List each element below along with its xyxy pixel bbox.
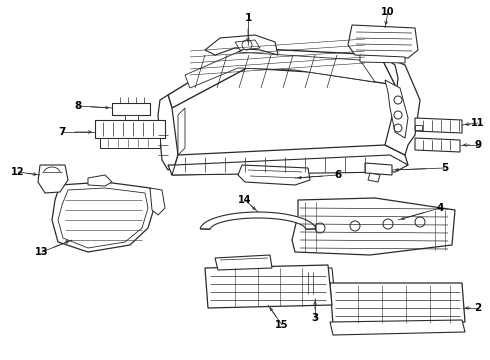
Polygon shape <box>330 283 465 325</box>
Polygon shape <box>235 40 260 50</box>
Text: 9: 9 <box>474 140 482 150</box>
Polygon shape <box>380 55 420 155</box>
Polygon shape <box>385 80 408 138</box>
Polygon shape <box>58 188 148 248</box>
Text: 10: 10 <box>381 7 395 17</box>
Polygon shape <box>185 52 375 88</box>
Polygon shape <box>215 255 272 270</box>
Polygon shape <box>415 138 460 152</box>
Text: 3: 3 <box>311 313 318 323</box>
Text: 4: 4 <box>436 203 443 213</box>
Polygon shape <box>348 25 418 58</box>
Polygon shape <box>303 284 318 294</box>
Polygon shape <box>298 268 335 300</box>
Polygon shape <box>178 108 185 155</box>
Text: 7: 7 <box>58 127 66 137</box>
Polygon shape <box>205 35 278 55</box>
Polygon shape <box>365 163 392 175</box>
Polygon shape <box>100 138 160 148</box>
Polygon shape <box>200 212 316 229</box>
Polygon shape <box>125 115 138 121</box>
Polygon shape <box>205 265 332 308</box>
Polygon shape <box>368 173 380 182</box>
Polygon shape <box>172 155 408 175</box>
Polygon shape <box>38 165 68 193</box>
Text: 13: 13 <box>35 247 49 257</box>
Text: 5: 5 <box>441 163 449 173</box>
Text: 14: 14 <box>238 195 252 205</box>
Polygon shape <box>168 48 395 108</box>
Polygon shape <box>95 120 165 138</box>
Polygon shape <box>158 95 178 170</box>
Text: 2: 2 <box>474 303 482 313</box>
Text: 6: 6 <box>334 170 342 180</box>
Text: 11: 11 <box>471 118 485 128</box>
Polygon shape <box>168 145 408 175</box>
Polygon shape <box>88 175 112 186</box>
Text: 12: 12 <box>11 167 25 177</box>
Polygon shape <box>52 182 155 252</box>
Polygon shape <box>150 188 165 215</box>
Polygon shape <box>292 198 455 255</box>
Polygon shape <box>303 272 318 282</box>
Text: 8: 8 <box>74 101 82 111</box>
Text: 15: 15 <box>275 320 289 330</box>
Polygon shape <box>330 320 465 335</box>
Polygon shape <box>415 118 462 133</box>
Polygon shape <box>360 55 405 63</box>
Polygon shape <box>415 125 422 130</box>
Polygon shape <box>112 103 150 115</box>
Text: 1: 1 <box>245 13 252 23</box>
Polygon shape <box>238 165 310 185</box>
